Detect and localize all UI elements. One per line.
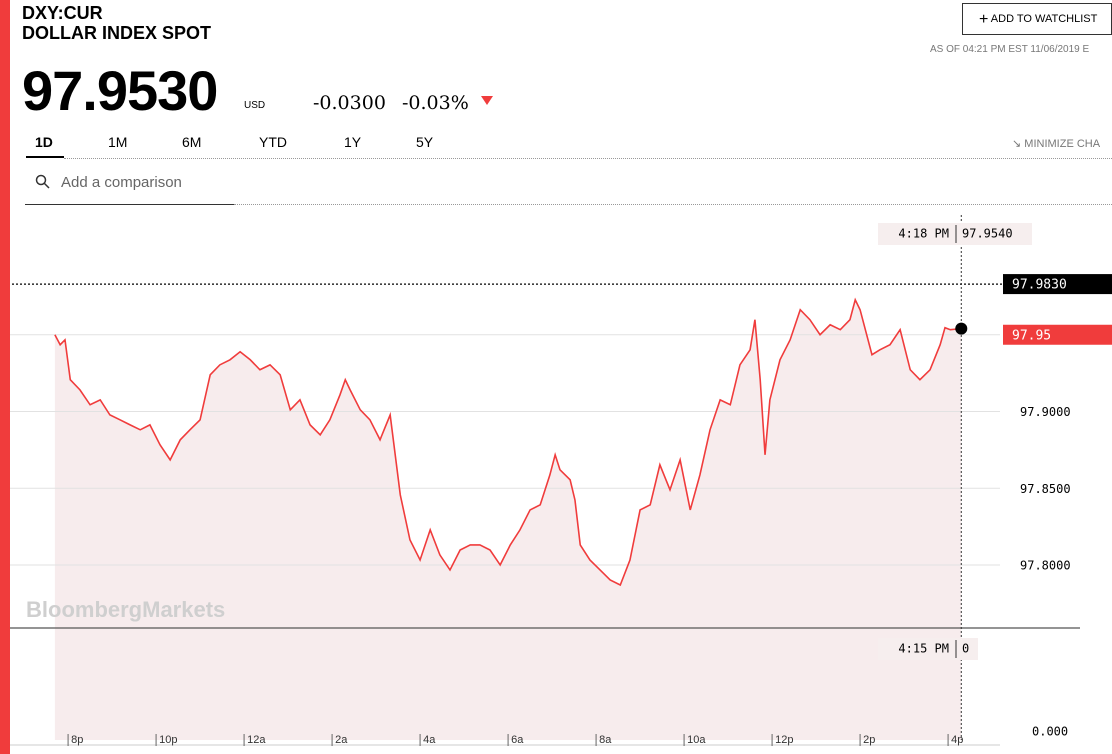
x-tick-label: 8a [599,734,612,746]
minimize-icon: ↘ [1012,138,1022,150]
last-price-label: 97.95 [1012,328,1051,343]
volume-time: 4:15 PM [898,642,949,656]
x-tick-label: 2a [335,734,348,746]
reference-label-box [1003,274,1112,295]
comparison-search[interactable]: Add a comparison [25,164,234,205]
y-tick-label: 97.8000 [1020,559,1071,573]
divider [234,204,1112,205]
change-pct: -0.03% [402,92,469,114]
range-tab[interactable]: 6M [182,134,202,150]
range-tab[interactable]: 5Y [416,134,434,150]
ticker: DXY:CUR [22,3,103,23]
x-tick-label: 12p [775,734,793,746]
x-tick-label: 4p [951,734,963,746]
search-icon [35,174,50,189]
x-tick-label: 4a [423,734,436,746]
tab-underline [26,156,64,158]
watchlist-label: ADD TO WATCHLIST [990,13,1098,25]
watchlist-button[interactable]: + ADD TO WATCHLIST [962,3,1112,35]
volume-tick-label: 0.000 [1032,725,1068,739]
x-tick-label: 10p [159,734,177,746]
change: -0.0300 [313,92,386,114]
reference-label: 97.9830 [1012,278,1067,293]
area-fill [54,299,962,740]
down-arrow [481,96,493,105]
crosshair-time: 4:18 PM [898,227,949,241]
volume-label-box [878,638,978,660]
watermark: BloombergMarkets [26,597,225,622]
accent-bar [0,0,10,754]
instrument-name: DOLLAR INDEX SPOT [22,23,212,43]
crosshair-value: 97.9540 [962,227,1013,241]
range-tab[interactable]: 1M [108,134,128,150]
price-line [54,297,962,587]
crosshair-label-box [878,223,1032,245]
x-tick-label: 12a [247,734,266,746]
range-tab[interactable]: 1Y [344,134,362,150]
range-tab[interactable]: YTD [259,134,287,150]
y-tick-label: 97.9000 [1020,405,1071,419]
as-of: AS OF 04:21 PM EST 11/06/2019 E [930,44,1090,55]
plus-icon: + [979,11,989,28]
x-tick-label: 6a [511,734,524,746]
x-tick-label: 2p [863,734,875,746]
minimize-button[interactable]: ↘ MINIMIZE CHA [1012,137,1100,150]
last-point [955,322,968,335]
volume-value: 0 [962,642,969,656]
x-tick-label: 10a [687,734,706,746]
divider [64,158,1112,159]
price: 97.9530 [22,59,218,122]
search-placeholder: Add a comparison [61,174,182,191]
y-tick-label: 97.8500 [1020,482,1071,496]
minimize-label: MINIMIZE CHA [1024,138,1101,150]
currency: USD [244,100,266,111]
x-tick-label: 8p [71,734,83,746]
last-price-box [1003,324,1112,345]
range-tab[interactable]: 1D [35,134,53,150]
